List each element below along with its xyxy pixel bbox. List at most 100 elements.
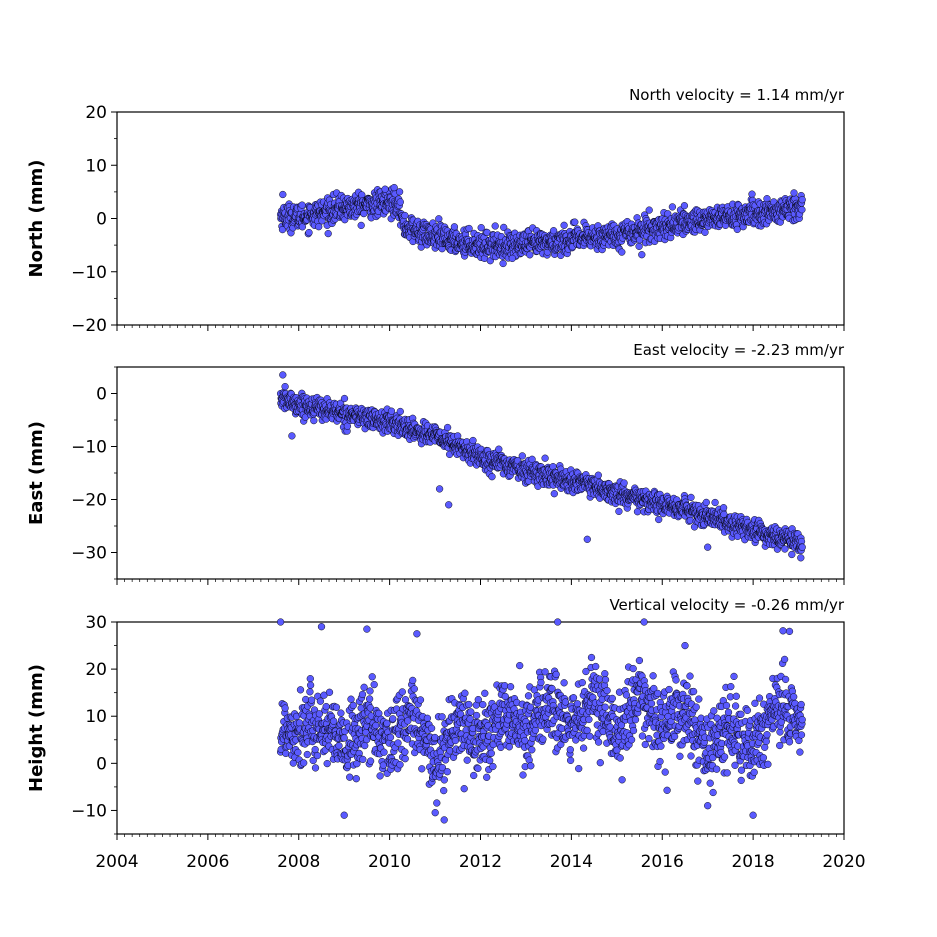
data-point: [404, 717, 412, 725]
data-point: [798, 196, 806, 204]
data-point: [528, 746, 536, 754]
data-point: [645, 734, 653, 743]
data-point: [361, 741, 369, 750]
data-point: [418, 765, 426, 773]
outlier-point: [390, 183, 398, 192]
data-point: [687, 752, 695, 760]
data-point: [663, 786, 671, 794]
data-point: [491, 222, 499, 230]
data-point: [672, 676, 680, 684]
y-tick-label: −20: [71, 316, 107, 336]
data-point: [495, 445, 503, 453]
data-point: [727, 682, 735, 691]
outlier-point: [288, 432, 296, 440]
data-point: [398, 688, 406, 696]
vertical-velocity-label: Vertical velocity = -0.26 mm/yr: [609, 596, 844, 614]
data-point: [548, 684, 556, 693]
data-point: [401, 211, 409, 220]
data-point: [627, 736, 636, 744]
data-point: [281, 382, 289, 391]
outlier-point: [638, 251, 646, 259]
data-point: [487, 749, 495, 757]
data-point: [601, 676, 610, 684]
data-point: [366, 687, 374, 695]
data-point: [566, 746, 574, 754]
data-point: [573, 700, 582, 708]
data-point: [776, 741, 784, 750]
data-point: [527, 762, 535, 770]
east-panel: East velocity = -2.23 mm/yr East (mm) −3…: [26, 341, 845, 585]
data-point: [680, 202, 689, 210]
data-point: [647, 699, 656, 708]
data-point: [357, 221, 365, 230]
data-point: [788, 550, 796, 559]
data-point: [330, 717, 338, 725]
data-point: [401, 748, 409, 756]
data-point: [750, 768, 758, 776]
data-point: [587, 653, 596, 662]
data-point: [352, 775, 360, 783]
data-point: [601, 703, 609, 711]
data-point: [324, 229, 332, 238]
outlier-point: [583, 535, 591, 543]
data-point: [780, 655, 789, 664]
data-point: [467, 708, 475, 716]
data-point: [451, 736, 460, 745]
data-point: [748, 190, 756, 198]
data-point: [723, 769, 731, 777]
data-point: [440, 776, 448, 784]
data-point: [516, 661, 524, 670]
data-point: [376, 772, 384, 780]
data-point: [325, 688, 334, 696]
data-point: [695, 695, 703, 703]
data-point: [298, 223, 307, 231]
data-point: [737, 710, 745, 718]
data-point: [410, 685, 418, 693]
data-point: [537, 678, 545, 687]
data-point: [349, 701, 357, 710]
data-point: [552, 670, 560, 679]
data-point: [315, 223, 323, 231]
data-point: [668, 203, 677, 211]
outlier-point: [435, 485, 444, 493]
outlier-point: [797, 554, 805, 562]
data-point: [295, 719, 304, 727]
data-point: [438, 713, 446, 721]
outlier-point: [445, 501, 453, 509]
data-point: [706, 779, 714, 787]
data-point: [519, 771, 527, 779]
data-point: [571, 218, 579, 226]
data-point: [360, 209, 368, 218]
data-point: [798, 543, 806, 551]
data-point: [764, 760, 772, 768]
data-point: [365, 695, 374, 703]
north-panel: North velocity = 1.14 mm/yr North (mm) −…: [26, 86, 845, 336]
data-point: [311, 764, 320, 772]
data-point: [370, 680, 378, 689]
data-point: [633, 508, 642, 516]
data-point: [450, 223, 459, 231]
data-point: [389, 715, 397, 723]
outlier-point: [279, 190, 287, 199]
data-point: [618, 248, 626, 256]
data-point: [713, 765, 721, 773]
data-point: [340, 394, 349, 403]
data-point: [380, 748, 388, 756]
data-point: [316, 697, 325, 705]
east-y-axis-label: East (mm): [26, 421, 47, 525]
data-point: [561, 698, 570, 706]
data-point: [798, 206, 806, 214]
data-point: [300, 759, 308, 767]
data-point: [638, 732, 647, 740]
data-point: [608, 694, 616, 703]
east-velocity-label: East velocity = -2.23 mm/yr: [633, 341, 845, 359]
data-point: [531, 726, 540, 734]
data-point: [560, 221, 568, 229]
data-point: [501, 682, 509, 690]
data-point: [550, 490, 558, 498]
data-point: [483, 773, 491, 781]
data-point: [500, 223, 508, 232]
y-tick-label: −20: [71, 491, 107, 511]
data-point: [687, 493, 695, 502]
y-tick-label: 20: [85, 103, 107, 123]
